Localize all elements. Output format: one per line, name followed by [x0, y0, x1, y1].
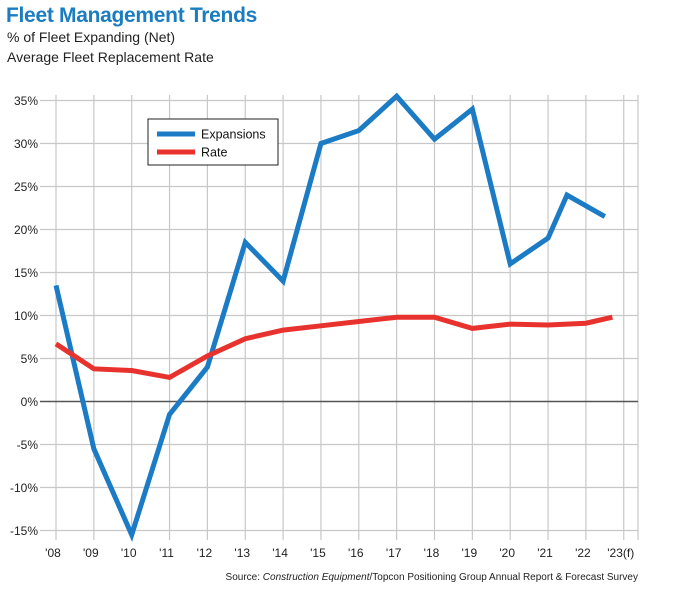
legend-label: Rate [201, 146, 227, 160]
y-tick-label: 25% [14, 180, 38, 194]
x-tick-label: '23(f) [607, 546, 634, 560]
y-tick-label: 30% [14, 137, 38, 151]
chart-title: Fleet Management Trends [6, 4, 257, 27]
x-tick-label: '10 [121, 546, 137, 560]
x-tick-label: '08 [45, 546, 61, 560]
x-tick-label: '12 [197, 546, 213, 560]
y-tick-label: -15% [10, 524, 38, 538]
y-tick-label: 0% [21, 395, 39, 409]
x-tick-label: '18 [424, 546, 440, 560]
x-tick-label: '15 [310, 546, 326, 560]
x-tick-label: '11 [159, 546, 174, 560]
x-tick-label: '21 [537, 546, 553, 560]
chart-subtitle-replacement: Average Fleet Replacement Rate [7, 49, 214, 65]
legend-box [147, 118, 279, 166]
x-tick-label: '16 [348, 546, 364, 560]
y-tick-label: 15% [14, 266, 38, 280]
chart-subtitle-expanding: % of Fleet Expanding (Net) [7, 29, 176, 45]
source-suffix: /Topcon Positioning Group Annual Report … [369, 572, 638, 583]
x-tick-label: '13 [234, 546, 250, 560]
series-line-expansions [53, 92, 607, 542]
y-tick-label: -5% [17, 438, 39, 452]
legend-label: Expansions [201, 128, 266, 142]
y-tick-label: -10% [10, 481, 38, 495]
x-tick-label: '19 [462, 546, 478, 560]
source-italic: Construction Equipment [262, 572, 370, 583]
x-tick-label: '20 [499, 546, 515, 560]
source-note: Source: Construction Equipment/Topcon Po… [226, 572, 638, 583]
x-tick-label: '14 [272, 546, 288, 560]
x-tick-label: '22 [575, 546, 591, 560]
y-tick-label: 20% [14, 223, 38, 237]
x-tick-label: '17 [386, 546, 402, 560]
source-prefix: Source: [225, 572, 263, 583]
x-tick-label: '09 [83, 546, 99, 560]
series-line-rate [54, 314, 613, 381]
y-tick-label: 35% [14, 94, 38, 108]
legend: Expansions Rate [147, 118, 279, 166]
y-tick-label: 5% [21, 352, 39, 366]
y-tick-label: 10% [14, 309, 38, 323]
